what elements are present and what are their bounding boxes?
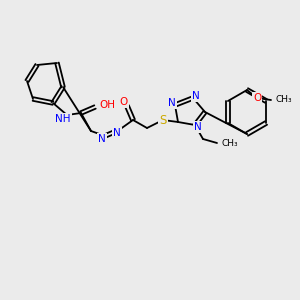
Text: S: S <box>159 113 167 127</box>
Text: CH₃: CH₃ <box>221 139 238 148</box>
Text: N: N <box>194 122 202 132</box>
Text: OH: OH <box>99 100 115 110</box>
Text: CH₃: CH₃ <box>276 95 292 104</box>
Text: N: N <box>192 91 200 101</box>
Text: N: N <box>168 98 176 108</box>
Text: NH: NH <box>55 114 71 124</box>
Text: N: N <box>98 134 106 144</box>
Text: O: O <box>253 93 261 103</box>
Text: O: O <box>120 97 128 107</box>
Text: N: N <box>113 128 121 138</box>
